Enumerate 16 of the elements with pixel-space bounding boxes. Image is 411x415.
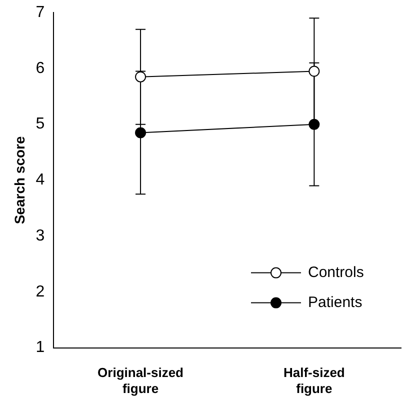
y-tick-label: 5 <box>36 116 45 133</box>
y-axis-title: Search score <box>11 136 28 224</box>
legend-label: Patients <box>308 294 362 311</box>
x-tick-label: Half-sized figure <box>283 365 345 396</box>
y-tick-label: 4 <box>36 172 45 189</box>
y-tick-label: 3 <box>36 227 45 244</box>
y-tick-label: 7 <box>36 4 45 22</box>
point <box>308 118 320 130</box>
y-tick-label: 2 <box>36 283 45 300</box>
point <box>135 127 146 138</box>
legend-label: Controls <box>308 264 364 281</box>
y-tick-label: 1 <box>36 339 45 356</box>
y-tick-label: 6 <box>36 60 45 77</box>
x-tick-label: Original-sized figure <box>98 365 184 396</box>
point <box>135 71 146 82</box>
point <box>308 66 320 77</box>
